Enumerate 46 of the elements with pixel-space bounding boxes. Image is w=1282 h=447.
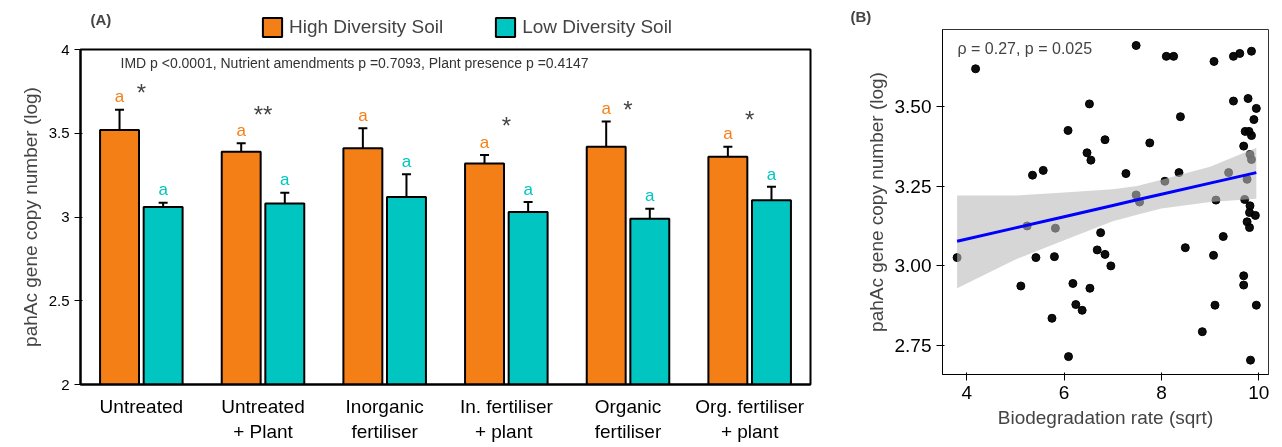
legend-label: Low Diversity Soil — [522, 15, 673, 39]
data-label: a — [401, 151, 412, 171]
x-tick-label: Untreated + Plant — [221, 395, 305, 442]
x-tick-label: Untreated — [99, 395, 184, 417]
x-tick-label: Organic fertiliser — [594, 395, 662, 442]
y-tick-label: 2.5 — [48, 291, 70, 309]
data-label: a — [236, 120, 247, 140]
annotation: ** — [253, 100, 273, 128]
x-tick-label: Org. fertiliser + plant — [695, 395, 805, 442]
x-tick-label: Inorganic fertiliser — [345, 395, 424, 442]
line-series — [955, 171, 1258, 243]
annotation: * — [623, 95, 633, 123]
data-label: a — [523, 179, 534, 199]
y-tick-label: 3 — [61, 208, 70, 225]
y-axis-title: pahAc gene copy number (log) — [19, 87, 41, 347]
annotation: IMD p <0.0001, Nutrient amendments p =0.7093, Plant presence p =0.4147 — [120, 54, 589, 71]
data-label: a — [645, 186, 656, 206]
annotation: * — [136, 78, 147, 106]
y-tick-label: 3.50 — [894, 95, 932, 117]
x-axis-title: Biodegradation rate (sqrt) — [997, 406, 1214, 428]
legend-label: High Diversity Soil — [289, 15, 444, 39]
x-tick-label: 6 — [1058, 381, 1070, 403]
data-label: a — [158, 180, 169, 200]
annotation: * — [745, 105, 755, 133]
data-label: a — [601, 99, 612, 119]
x-tick-label: 8 — [1156, 381, 1167, 403]
data-label: a — [114, 87, 125, 107]
data-label: a — [358, 105, 369, 125]
x-tick-label: 10 — [1248, 381, 1270, 403]
y-tick-label: 3.5 — [48, 124, 70, 142]
x-tick-label: In. fertiliser + plant — [459, 395, 554, 442]
data-label: a — [280, 170, 291, 190]
y-tick-label: 2 — [61, 375, 70, 393]
annotation: ρ = 0.27, p = 0.025 — [957, 39, 1093, 57]
y-tick-label: 3.00 — [894, 255, 932, 277]
y-tick-label: 4 — [61, 40, 70, 58]
y-axis-title: pahAc gene copy number (log) — [865, 72, 887, 332]
annotation: * — [501, 112, 512, 140]
chart-title: (B) — [850, 7, 872, 25]
chart-title: (A) — [90, 10, 112, 28]
x-tick-label: 4 — [961, 381, 973, 403]
y-tick-label: 2.75 — [894, 335, 932, 357]
data-label: a — [766, 164, 777, 184]
data-label: a — [723, 124, 734, 144]
data-label: a — [479, 132, 490, 152]
y-tick-label: 3.25 — [894, 175, 932, 197]
